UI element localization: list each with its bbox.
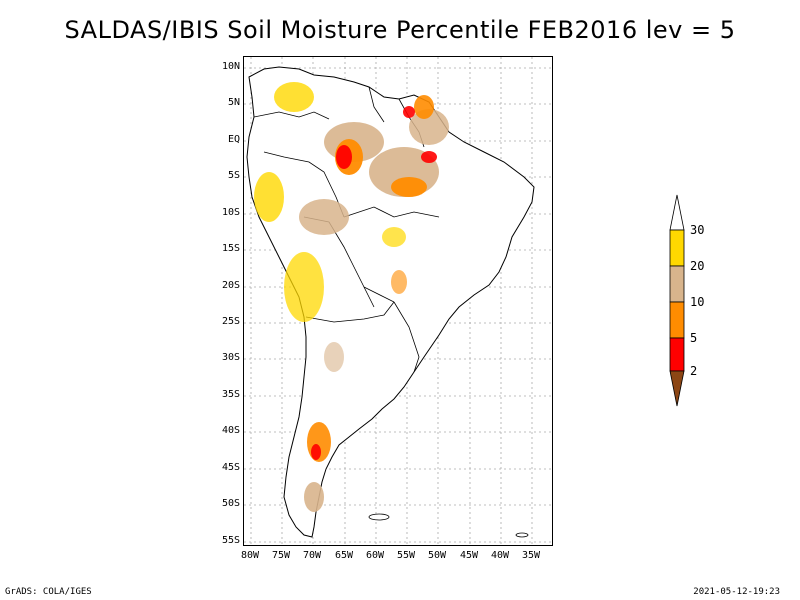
map-plot-area xyxy=(243,56,554,547)
legend-swatch-2-5 xyxy=(669,337,685,372)
legend-swatch-below-2 xyxy=(669,370,685,407)
legend-label-10: 10 xyxy=(690,295,705,309)
legend-swatch-10-20 xyxy=(669,265,685,303)
legend-swatch-20-30 xyxy=(669,229,685,267)
lat-label-50s: 50S xyxy=(221,498,240,509)
lat-label-45s: 45S xyxy=(221,462,240,473)
lat-label-15s: 15S xyxy=(221,243,240,254)
percentile-shading xyxy=(254,82,449,512)
lon-label-40w: 40W xyxy=(490,550,510,561)
lat-label-20s: 20S xyxy=(221,280,240,291)
lat-label-30s: 30S xyxy=(221,352,240,363)
lat-label-55s: 55S xyxy=(221,535,240,546)
footer-credit: GrADS: COLA/IGES xyxy=(5,587,92,597)
footer-timestamp: 2021-05-12-19:23 xyxy=(693,587,780,597)
legend-colorbar xyxy=(669,194,685,407)
lat-label-5n: 5N xyxy=(227,97,240,108)
lon-label-45w: 45W xyxy=(459,550,479,561)
lon-label-50w: 50W xyxy=(427,550,447,561)
lat-label-5s: 5S xyxy=(227,170,240,181)
legend-label-5: 5 xyxy=(690,331,698,345)
lat-label-eq: EQ xyxy=(227,134,240,145)
lon-label-55w: 55W xyxy=(396,550,416,561)
lon-label-35w: 35W xyxy=(521,550,541,561)
lat-label-40s: 40S xyxy=(221,425,240,436)
lon-label-75w: 75W xyxy=(271,550,291,561)
lon-label-70w: 70W xyxy=(302,550,322,561)
legend-swatch-5-10 xyxy=(669,301,685,339)
lon-label-80w: 80W xyxy=(240,550,260,561)
legend-swatch-above-30 xyxy=(669,194,685,231)
map-svg xyxy=(244,57,554,547)
lat-label-10n: 10N xyxy=(221,61,240,72)
lat-label-25s: 25S xyxy=(221,316,240,327)
legend-label-2: 2 xyxy=(690,364,698,378)
lat-label-35s: 35S xyxy=(221,389,240,400)
map-title: SALDAS/IBIS Soil Moisture Percentile FEB… xyxy=(64,16,736,44)
lat-label-10s: 10S xyxy=(221,207,240,218)
legend-label-20: 20 xyxy=(690,259,705,273)
lon-label-60w: 60W xyxy=(365,550,385,561)
legend-label-30: 30 xyxy=(690,223,705,237)
lon-label-65w: 65W xyxy=(334,550,354,561)
